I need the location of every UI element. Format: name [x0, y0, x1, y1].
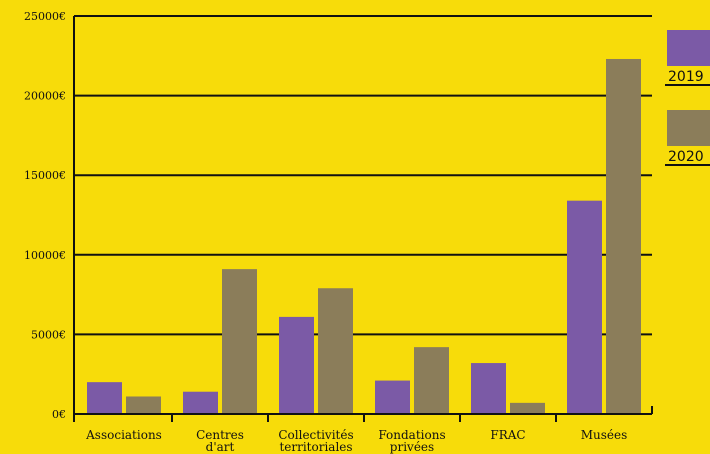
bar-2020-2 [318, 288, 353, 414]
y-tick-label: 25000€ [24, 10, 66, 23]
bar-2019-0 [87, 382, 122, 414]
bar-2019-4 [471, 363, 506, 414]
bar-2020-3 [414, 347, 449, 414]
bar-2020-5 [606, 58, 641, 414]
y-tick-label: 10000€ [24, 249, 66, 262]
bar-2020-1 [222, 269, 257, 414]
gridlines [74, 15, 652, 336]
bar-2019-1 [183, 391, 218, 414]
y-tick-label: 0€ [52, 408, 66, 421]
labels: 0€ 5000€ 10000€ 15000€ 20000€ 25000€ Associati… [24, 10, 627, 454]
x-category-label: Centres d'art [196, 428, 244, 454]
legend: 2019 2020 [665, 30, 710, 166]
legend-swatch-2020 [667, 110, 710, 146]
bar-2020-4 [510, 402, 545, 414]
bar-2019-3 [375, 380, 410, 414]
bars [87, 58, 641, 414]
x-category-label: Collectivités territoriales [278, 428, 353, 454]
legend-label-2020: 2020 [668, 149, 704, 165]
bar-2020-0 [126, 396, 161, 414]
axes [73, 16, 653, 422]
x-category-label: Associations [85, 428, 162, 442]
y-tick-label: 15000€ [24, 169, 66, 182]
bar-2019-5 [567, 200, 602, 414]
x-category-label: FRAC [490, 428, 525, 442]
legend-swatch-2019 [667, 30, 710, 66]
bar-2019-2 [279, 316, 314, 414]
x-category-label: Musées [581, 428, 628, 442]
y-tick-label: 5000€ [31, 328, 66, 341]
legend-label-2019: 2019 [668, 69, 704, 85]
x-category-label: Fondations privées [378, 428, 445, 454]
y-tick-label: 20000€ [24, 90, 66, 103]
